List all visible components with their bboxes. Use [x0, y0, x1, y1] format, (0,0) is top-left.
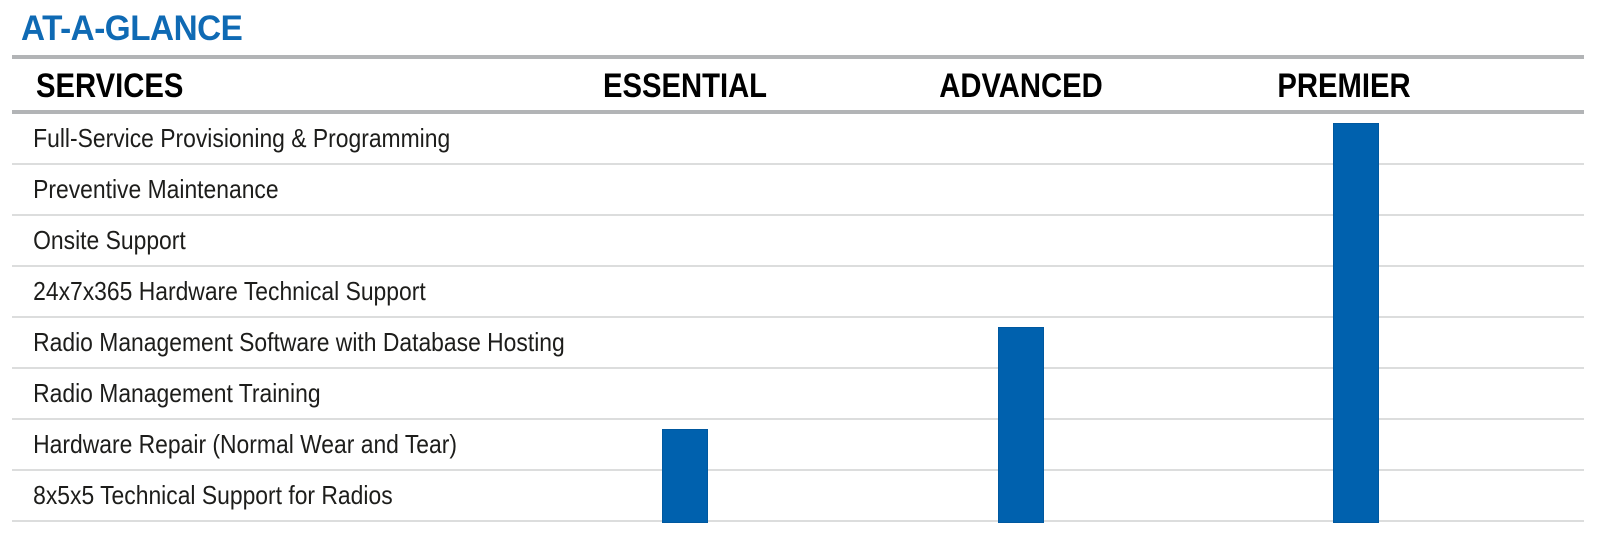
service-row: 24x7x365 Hardware Technical Support — [12, 267, 1584, 318]
service-row: Radio Management Training — [12, 369, 1584, 420]
column-header-premier: PREMIER — [1277, 67, 1411, 105]
service-label: Full-Service Provisioning & Programming — [33, 123, 451, 153]
column-header-advanced: ADVANCED — [939, 67, 1103, 105]
advanced-included-bar — [998, 327, 1044, 523]
column-header-services: SERVICES — [36, 67, 184, 105]
service-rows: Full-Service Provisioning & Programming P… — [12, 114, 1584, 522]
essential-included-bar — [662, 429, 708, 523]
service-row: Hardware Repair (Normal Wear and Tear) — [12, 420, 1584, 471]
service-label: 8x5x5 Technical Support for Radios — [33, 480, 393, 510]
service-label: Radio Management Training — [33, 378, 321, 408]
service-label: Onsite Support — [33, 225, 186, 255]
column-header-essential: ESSENTIAL — [602, 67, 768, 105]
page-title: AT-A-GLANCE — [21, 9, 243, 48]
service-row: Radio Management Software with Database … — [12, 318, 1584, 369]
service-row: Full-Service Provisioning & Programming — [12, 114, 1584, 165]
service-label: Radio Management Software with Database … — [33, 327, 565, 357]
service-label: 24x7x365 Hardware Technical Support — [33, 276, 426, 306]
header-divider — [12, 110, 1584, 114]
service-row: Onsite Support — [12, 216, 1584, 267]
service-label: Preventive Maintenance — [33, 174, 279, 204]
premier-included-bar — [1333, 123, 1379, 523]
service-row: Preventive Maintenance — [12, 165, 1584, 216]
top-divider — [12, 55, 1584, 59]
service-row: 8x5x5 Technical Support for Radios — [12, 471, 1584, 522]
service-label: Hardware Repair (Normal Wear and Tear) — [33, 429, 457, 459]
